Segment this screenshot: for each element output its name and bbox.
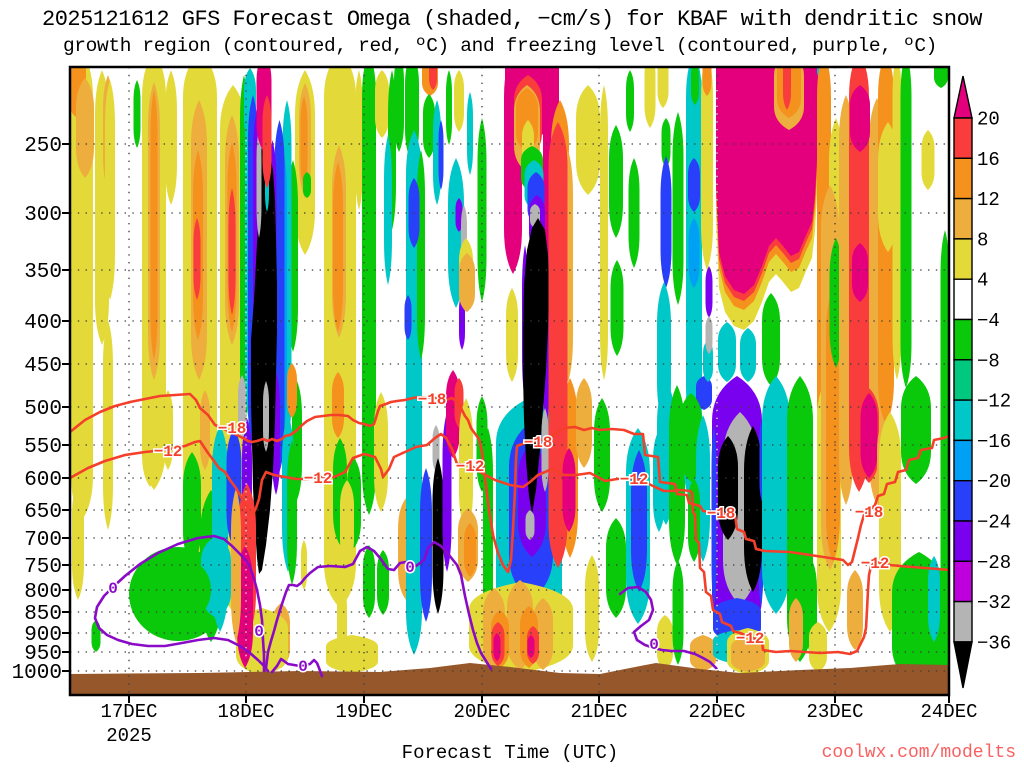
svg-text:20: 20: [977, 109, 1000, 131]
svg-text:−18: −18: [218, 420, 247, 438]
svg-text:2025: 2025: [106, 725, 152, 747]
svg-text:550: 550: [24, 436, 62, 459]
svg-text:−12: −12: [154, 443, 183, 461]
svg-text:17DEC: 17DEC: [100, 701, 157, 723]
svg-text:800: 800: [24, 581, 62, 604]
svg-text:650: 650: [24, 501, 62, 524]
svg-text:600: 600: [24, 469, 62, 492]
svg-text:350: 350: [24, 261, 62, 284]
svg-text:−36: −36: [977, 632, 1011, 654]
svg-text:950: 950: [24, 643, 62, 666]
svg-text:−12: −12: [736, 630, 765, 648]
svg-text:23DEC: 23DEC: [806, 701, 863, 723]
svg-text:700: 700: [24, 529, 62, 552]
svg-text:coolwx.com/modelts: coolwx.com/modelts: [822, 743, 1016, 763]
svg-text:−28: −28: [977, 552, 1011, 574]
svg-text:0: 0: [298, 658, 308, 676]
svg-text:−18: −18: [524, 434, 553, 452]
svg-text:−12: −12: [977, 391, 1011, 413]
svg-text:18DEC: 18DEC: [217, 701, 274, 723]
svg-text:20DEC: 20DEC: [453, 701, 510, 723]
svg-text:−12: −12: [304, 470, 333, 488]
svg-text:−32: −32: [977, 592, 1011, 614]
svg-text:0: 0: [649, 636, 659, 654]
svg-text:300: 300: [24, 204, 62, 227]
svg-text:−12: −12: [861, 555, 890, 573]
svg-text:750: 750: [24, 556, 62, 579]
svg-text:−8: −8: [977, 350, 1000, 372]
svg-text:850: 850: [24, 603, 62, 626]
svg-text:250: 250: [24, 135, 62, 158]
svg-text:−24: −24: [977, 512, 1011, 534]
svg-text:500: 500: [24, 398, 62, 421]
svg-text:16: 16: [977, 149, 1000, 171]
svg-text:12: 12: [977, 189, 1000, 211]
svg-text:−18: −18: [855, 504, 884, 522]
svg-text:−20: −20: [977, 471, 1011, 493]
svg-text:0: 0: [405, 559, 415, 577]
svg-text:0: 0: [254, 623, 264, 641]
svg-text:−12: −12: [456, 458, 485, 476]
svg-text:24DEC: 24DEC: [920, 701, 977, 723]
svg-text:0: 0: [108, 580, 118, 598]
svg-text:−18: −18: [418, 391, 447, 409]
svg-text:400: 400: [24, 312, 62, 335]
svg-text:19DEC: 19DEC: [335, 701, 392, 723]
svg-text:21DEC: 21DEC: [570, 701, 627, 723]
svg-text:22DEC: 22DEC: [688, 701, 745, 723]
svg-text:1000: 1000: [12, 662, 62, 685]
svg-text:−18: −18: [707, 505, 736, 523]
svg-text:900: 900: [24, 624, 62, 647]
svg-text:8: 8: [977, 229, 988, 251]
svg-text:−16: −16: [977, 431, 1011, 453]
svg-text:−12: −12: [620, 471, 649, 489]
svg-text:2025121612 GFS Forecast Omega: 2025121612 GFS Forecast Omega (shaded, −…: [42, 7, 982, 32]
svg-text:Forecast Time (UTC): Forecast Time (UTC): [402, 742, 619, 764]
svg-text:−4: −4: [977, 310, 1000, 332]
svg-text:450: 450: [24, 355, 62, 378]
svg-text:4: 4: [977, 270, 988, 292]
svg-text:growth region (contoured, red,: growth region (contoured, red, ºC) and f…: [63, 35, 937, 57]
